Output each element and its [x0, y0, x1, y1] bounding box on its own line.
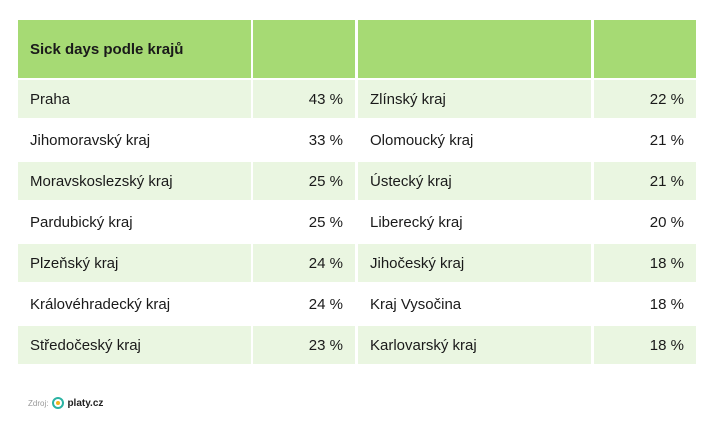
region-cell: Středočeský kraj	[18, 326, 251, 364]
region-cell: Královéhradecký kraj	[30, 295, 171, 313]
percent-cell: 18 %	[594, 244, 696, 282]
percent-cell: 18 %	[649, 295, 684, 313]
percent-cell: 43 %	[253, 80, 355, 118]
region-cell: Ústecký kraj	[358, 162, 591, 200]
region-cell: Liberecký kraj	[370, 213, 463, 231]
region-cell: Jihočeský kraj	[358, 244, 591, 282]
percent-cell: 24 %	[308, 295, 343, 313]
region-cell: Moravskoslezský kraj	[18, 162, 251, 200]
percent-cell: 20 %	[649, 213, 684, 231]
region-cell: Karlovarský kraj	[358, 326, 591, 364]
region-cell: Zlínský kraj	[358, 80, 591, 118]
region-cell: Plzeňský kraj	[18, 244, 251, 282]
source-label: Zdroj:	[28, 398, 49, 408]
logo-icon	[52, 397, 65, 409]
percent-cell: 23 %	[253, 326, 355, 364]
percent-cell: 25 %	[308, 213, 343, 231]
region-cell: Olomoucký kraj	[370, 131, 474, 149]
percent-cell: 25 %	[253, 162, 355, 200]
percent-cell: 18 %	[594, 326, 696, 364]
header-cell	[253, 20, 355, 78]
header-cell	[594, 20, 696, 78]
percent-cell: 22 %	[594, 80, 696, 118]
region-cell: Praha	[18, 80, 251, 118]
header-cell	[358, 20, 591, 78]
percent-cell: 21 %	[649, 131, 684, 149]
footer: Zdroj: platy.cz	[28, 396, 103, 410]
region-cell: Jihomoravský kraj	[30, 131, 151, 149]
logo-text: platy.cz	[67, 397, 104, 409]
region-cell: Kraj Vysočina	[370, 295, 462, 313]
header-title: Sick days podle krajů	[18, 20, 251, 78]
region-cell: Pardubický kraj	[30, 213, 133, 231]
percent-cell: 24 %	[253, 244, 355, 282]
percent-cell: 33 %	[308, 131, 343, 149]
percent-cell: 21 %	[594, 162, 696, 200]
